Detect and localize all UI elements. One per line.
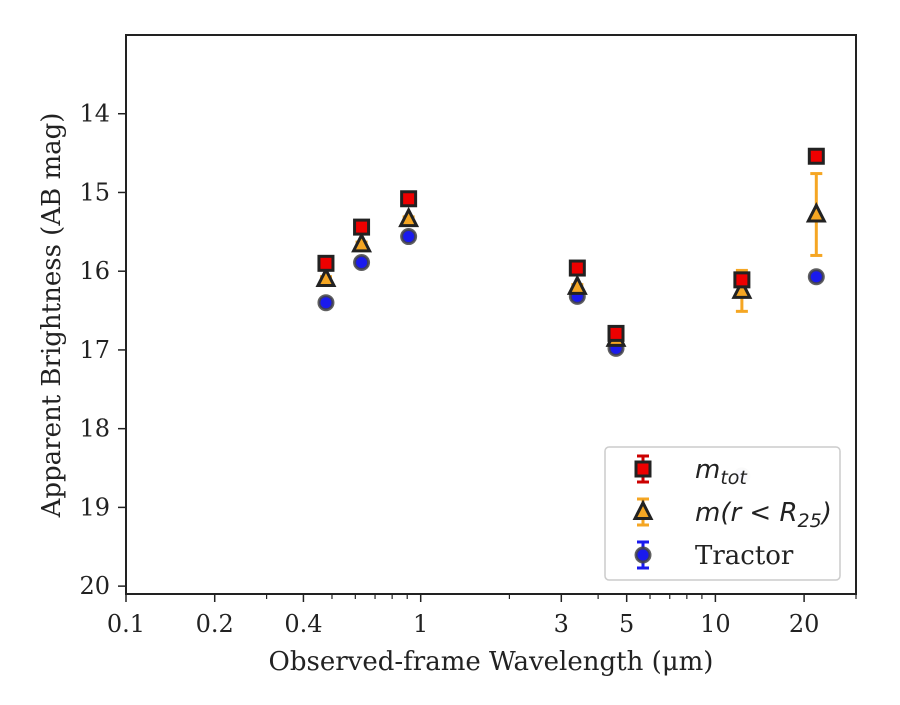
data-point [400, 228, 418, 246]
x-tick-label: 10 [700, 610, 731, 638]
data-point [607, 324, 625, 342]
m-tot-marker [807, 147, 825, 165]
x-axis: 0.1 0.2 0.4 1 3 5 10 20 [107, 594, 857, 638]
data-point [317, 254, 335, 272]
m-tot-marker [317, 254, 335, 272]
series-m-tot [317, 147, 825, 342]
data-point [807, 147, 825, 165]
y-tick-label: 16 [79, 257, 110, 285]
legend-entry: Tractor [634, 540, 794, 571]
m-tot-marker [607, 324, 625, 342]
tractor-marker [353, 254, 371, 272]
legend-box [604, 446, 841, 581]
data-point [317, 294, 335, 312]
data-point [566, 274, 588, 295]
data-point [353, 218, 371, 236]
data-point [805, 172, 827, 257]
m-tot-marker [733, 271, 751, 289]
m-r25-marker [315, 266, 337, 288]
data-point [353, 254, 371, 272]
data-point [807, 268, 825, 286]
x-tick-label: 0.1 [107, 610, 145, 638]
series-layer [315, 147, 827, 485]
data-point [568, 259, 586, 277]
m-r25-marker [351, 231, 373, 253]
x-tick-label: 5 [619, 610, 634, 638]
legend-label: m(r < R25) [695, 498, 832, 532]
y-axis-label: Apparent Brightness (AB mag) [37, 113, 67, 519]
data-point [733, 271, 751, 289]
tractor-marker [317, 294, 335, 312]
data-point [731, 268, 753, 313]
y-tick-label: 18 [79, 415, 110, 443]
legend-entry: mtot [634, 454, 748, 489]
x-tick-label: 20 [789, 610, 820, 638]
m-tot-marker [400, 190, 418, 208]
m-r25-marker [398, 206, 420, 228]
x-tick-label: 1 [413, 610, 428, 638]
y-tick-label: 14 [79, 100, 110, 128]
m-r25-marker [805, 202, 827, 223]
y-axis: 14 15 16 17 18 19 20 [79, 100, 126, 600]
legend-marker [634, 546, 652, 564]
x-axis-label: Observed-frame Wavelength (μm) [269, 647, 714, 677]
m-r25-marker [731, 278, 753, 299]
data-point [398, 206, 420, 228]
legend-marker [632, 499, 654, 520]
legend-entry: m(r < R25) [632, 497, 832, 532]
data-point [400, 190, 418, 208]
tractor-marker [807, 268, 825, 286]
y-tick-label: 20 [79, 572, 110, 600]
y-tick-label: 17 [79, 336, 110, 364]
legend-label: Tractor [695, 541, 794, 571]
m-tot-marker [353, 218, 371, 236]
m-r25-marker [566, 274, 588, 295]
legend-marker [634, 460, 652, 478]
x-tick-label: 0.2 [196, 610, 234, 638]
x-tick-label: 0.4 [284, 610, 322, 638]
x-tick-label: 3 [554, 610, 569, 638]
data-point [315, 266, 337, 288]
y-tick-label: 15 [79, 178, 110, 206]
m-tot-marker [568, 259, 586, 277]
tractor-marker [400, 228, 418, 246]
data-point [351, 231, 373, 253]
legend: mtot m(r < R25) Tractor [604, 446, 841, 581]
y-tick-label: 19 [79, 493, 110, 521]
legend-label: mtot [695, 455, 748, 489]
